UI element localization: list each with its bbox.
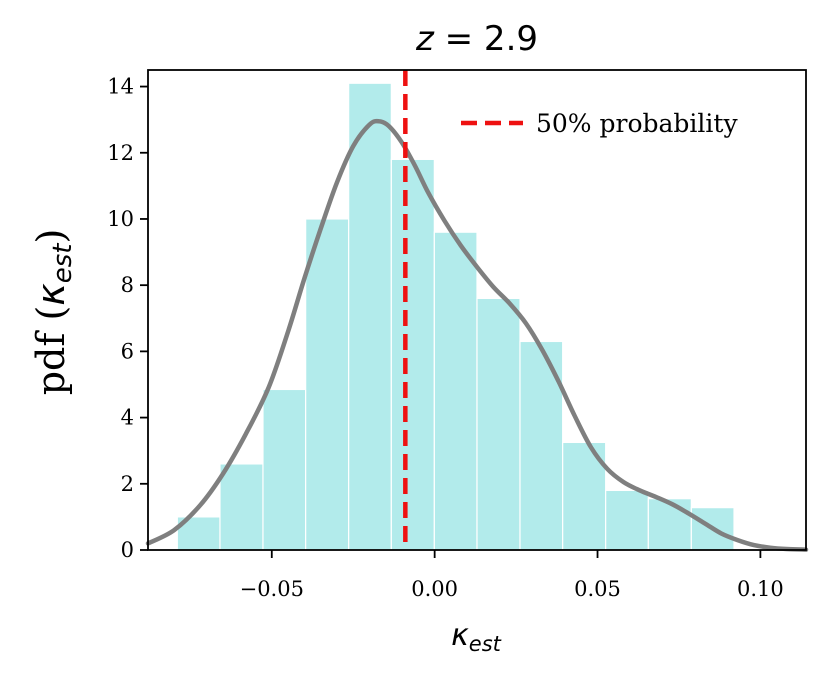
chart-title: z = 2.9 — [415, 19, 538, 59]
histogram-bar — [647, 498, 692, 551]
y-tick-label: 6 — [121, 339, 134, 363]
y-axis-label: pdf (κest) — [29, 229, 78, 396]
histogram-bar — [219, 463, 264, 551]
legend: 50% probability — [461, 109, 738, 138]
y-tick-label: 0 — [121, 538, 134, 562]
axes: −0.05 0.00 0.05 0.10 0 2 4 6 8 10 12 14 — [107, 69, 807, 601]
kde-curve-layer — [145, 118, 809, 552]
y-tick-label: 8 — [121, 273, 134, 297]
x-tick-label: 0.00 — [411, 577, 458, 601]
histogram-bar — [305, 218, 350, 551]
y-tick-label: 2 — [121, 472, 134, 496]
y-tick-label: 10 — [107, 207, 134, 231]
histogram-bar — [390, 158, 435, 551]
x-axis-label: κest — [451, 618, 502, 656]
x-tick-label: 0.05 — [574, 577, 621, 601]
histogram-bar — [605, 489, 649, 551]
axes-frame — [147, 69, 807, 551]
histogram-bar — [262, 388, 307, 551]
histogram-bars — [176, 82, 735, 551]
histogram-bar — [348, 82, 392, 551]
y-tick-label: 14 — [107, 75, 134, 99]
histogram-bar — [476, 297, 521, 551]
y-tick-label: 4 — [121, 406, 134, 430]
x-tick-label: −0.05 — [240, 577, 304, 601]
kde-curve — [145, 118, 809, 552]
y-tick-label: 12 — [107, 141, 134, 165]
histogram-bar — [433, 231, 478, 551]
legend-label: 50% probability — [536, 109, 738, 138]
x-tick-label: 0.10 — [737, 577, 784, 601]
